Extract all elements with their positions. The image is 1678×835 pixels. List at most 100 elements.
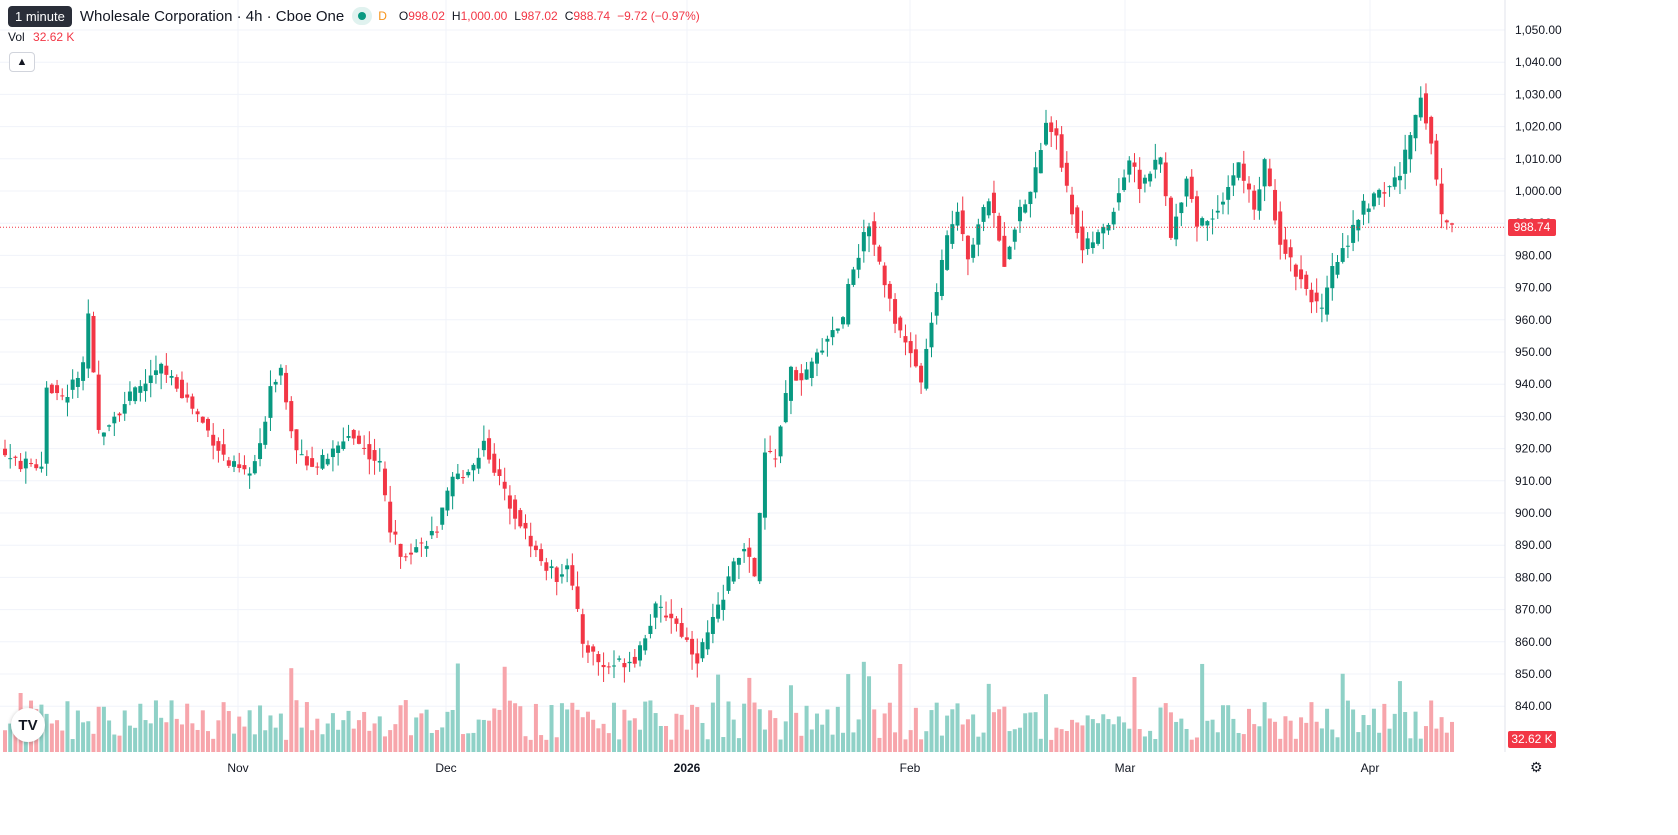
candle-body	[414, 547, 419, 553]
candle-body	[1080, 226, 1085, 251]
y-tick-label: 1,050.00	[1515, 23, 1562, 37]
candle-body	[799, 373, 804, 381]
volume-bar	[44, 713, 49, 752]
candle-body	[258, 443, 263, 460]
candle-body	[1163, 162, 1168, 197]
volume-bar	[185, 703, 190, 752]
volume-bar	[450, 709, 455, 752]
candle-body	[185, 394, 190, 398]
candle-body	[783, 393, 788, 423]
volume-bar	[1439, 717, 1444, 752]
tradingview-logo-icon[interactable]: TV	[11, 708, 45, 742]
volume-bar	[783, 721, 788, 752]
volume-bar	[1262, 702, 1267, 752]
chevron-up-icon: ▲	[16, 56, 28, 68]
volume-bar	[195, 729, 200, 752]
volume-bar	[580, 717, 585, 752]
candle-body	[991, 192, 996, 214]
y-tick-label: 930.00	[1515, 409, 1552, 423]
candle-body	[1325, 287, 1330, 315]
collapse-legend-button[interactable]: ▲	[9, 52, 35, 72]
volume-bar	[1033, 712, 1038, 752]
volume-bar	[190, 723, 195, 752]
candle-body	[653, 603, 658, 618]
y-tick-label: 970.00	[1515, 281, 1552, 295]
volume-bar	[466, 733, 471, 752]
candle-body	[1189, 176, 1194, 199]
volume-bar	[112, 734, 117, 752]
candle-body	[1361, 200, 1366, 215]
candle-body	[8, 458, 13, 460]
volume-bar	[1278, 738, 1283, 752]
candle-body	[788, 366, 793, 401]
volume-bar	[794, 712, 799, 752]
candle-body	[627, 661, 632, 664]
y-tick-label: 870.00	[1515, 603, 1552, 617]
volume-bar	[929, 710, 934, 752]
delayed-data-badge[interactable]: D	[378, 9, 387, 23]
volume-bar	[570, 702, 575, 752]
candle-body	[107, 425, 112, 427]
candle-body	[1262, 159, 1267, 187]
candle-body	[34, 464, 39, 469]
candle-body	[133, 387, 138, 402]
volume-bar	[1127, 728, 1132, 752]
market-status-pill[interactable]	[352, 7, 373, 25]
candle-body	[190, 396, 195, 409]
candle-body	[174, 377, 179, 389]
volume-bar	[549, 705, 554, 752]
volume-bar	[1444, 732, 1449, 752]
volume-bar	[528, 739, 533, 752]
volume-bar	[242, 726, 247, 752]
candle-body	[674, 618, 679, 624]
volume-bar	[1387, 728, 1392, 752]
volume-bar	[138, 703, 143, 752]
volume-bar	[1361, 715, 1366, 752]
candle-body	[971, 244, 976, 258]
volume-bar	[1325, 708, 1330, 752]
volume-bar	[882, 713, 887, 752]
candle-body	[70, 379, 75, 390]
candle-body	[705, 632, 710, 650]
volume-bar	[674, 713, 679, 752]
volume-bar	[690, 704, 695, 752]
candle-body	[877, 246, 882, 262]
candle-body	[211, 434, 216, 446]
candle-body	[1075, 207, 1080, 233]
candle-body	[1283, 239, 1288, 254]
candle-body	[617, 658, 622, 660]
candle-body	[684, 637, 689, 640]
symbol-title[interactable]: Wholesale Corporation · 4h · Cboe One	[79, 7, 345, 25]
candle-body	[351, 430, 356, 439]
volume-bar	[1080, 725, 1085, 752]
volume-bar	[1075, 722, 1080, 752]
volume-bar	[903, 739, 908, 752]
volume-bar	[747, 677, 752, 752]
gear-icon[interactable]: ⚙	[1530, 759, 1543, 775]
candle-body	[1215, 210, 1220, 213]
candle-body	[330, 448, 335, 458]
candle-body	[86, 313, 91, 369]
volume-bar	[148, 723, 153, 752]
candle-body	[898, 317, 903, 331]
volume-bar	[731, 719, 736, 752]
candle-body	[1351, 224, 1356, 243]
volume-bar	[632, 718, 637, 752]
volume-bar	[1345, 700, 1350, 752]
volume-bar	[1226, 705, 1231, 752]
volume-bar	[1450, 721, 1454, 752]
volume-bar	[200, 710, 205, 752]
volume-bar	[455, 663, 460, 752]
volume-label: Vol	[8, 30, 25, 44]
x-tick-label: 2026	[674, 761, 701, 775]
candle-body	[643, 638, 648, 651]
candle-body	[565, 565, 570, 570]
candle-body	[997, 215, 1002, 241]
volume-bar	[284, 739, 289, 752]
volume-bar	[1293, 738, 1298, 752]
volume-bar	[684, 729, 689, 752]
candle-body	[1257, 189, 1262, 211]
volume-bar	[65, 701, 70, 752]
volume-bar	[247, 710, 252, 752]
